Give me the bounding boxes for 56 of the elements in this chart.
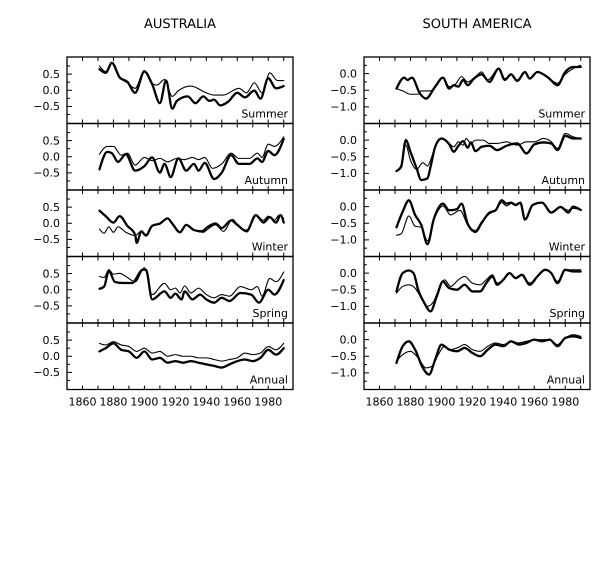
y-tick-label: −1.0 (330, 167, 357, 180)
y-tick-label: 0.0 (340, 200, 357, 214)
y-tick-label: −1.0 (330, 300, 357, 314)
y-tick-label: 0.5 (42, 200, 60, 214)
chart-title: SOUTH AMERICA (422, 17, 532, 32)
y-tick-label: 0.0 (340, 333, 357, 346)
x-tick-label: 1880 (99, 396, 128, 408)
x-tick-label: 1860 (365, 396, 394, 408)
annotation: Autumn (244, 174, 288, 187)
y-tick-label: −0.5 (33, 366, 60, 380)
y-tick-label: −1.0 (330, 234, 357, 247)
x-tick-label: 1960 (520, 396, 548, 408)
y-tick-label: −0.5 (33, 166, 60, 180)
x-tick-label: 1940 (192, 396, 220, 408)
y-tick-label: −1.0 (330, 100, 357, 114)
y-tick-label: 0.0 (42, 84, 60, 98)
x-tick-label: 1980 (551, 396, 580, 408)
chart-title: AUSTRALIA (144, 17, 216, 32)
x-tick-label: 1880 (396, 396, 424, 408)
x-tick-label: 1940 (489, 396, 518, 408)
y-tick-label: 0.0 (340, 67, 357, 80)
y-tick-label: 0.5 (42, 134, 60, 148)
y-tick-label: −0.5 (33, 300, 60, 313)
annotation: Annual (250, 374, 288, 386)
y-tick-label: −0.5 (330, 284, 357, 297)
x-tick-label: 1980 (254, 396, 282, 408)
x-tick-label: 1920 (161, 396, 190, 408)
annotation: Winter (548, 240, 586, 254)
x-tick-label: 1900 (130, 396, 158, 408)
annotation: Summer (538, 108, 586, 120)
y-tick-label: −0.5 (33, 100, 60, 114)
y-tick-label: −0.5 (330, 150, 357, 164)
annotation: Summer (241, 108, 288, 120)
annotation: Spring (550, 307, 585, 320)
y-tick-label: 0.0 (340, 266, 357, 280)
x-tick-label: 1860 (68, 396, 96, 408)
annotation: Autumn (542, 174, 586, 187)
x-tick-label: 1920 (458, 396, 486, 408)
x-tick-label: 1960 (223, 396, 252, 408)
y-tick-label: −1.0 (330, 366, 357, 380)
y-tick-label: −0.5 (33, 233, 60, 246)
annotation: Spring (252, 307, 288, 320)
y-tick-label: 0.0 (42, 350, 60, 364)
y-tick-label: −0.5 (330, 350, 357, 364)
annotation: Annual (546, 374, 585, 386)
y-tick-label: −0.5 (330, 217, 357, 230)
y-tick-label: 0.0 (42, 217, 60, 230)
y-tick-label: 0.0 (42, 150, 60, 164)
y-tick-label: 0.5 (42, 334, 60, 347)
x-tick-label: 1900 (427, 396, 456, 408)
y-tick-label: 0.0 (340, 134, 357, 147)
y-tick-label: 0.5 (42, 68, 60, 81)
y-tick-label: 0.0 (42, 284, 60, 297)
y-tick-label: 0.5 (42, 267, 60, 280)
annotation: Winter (252, 240, 288, 254)
y-tick-label: −0.5 (330, 84, 357, 98)
